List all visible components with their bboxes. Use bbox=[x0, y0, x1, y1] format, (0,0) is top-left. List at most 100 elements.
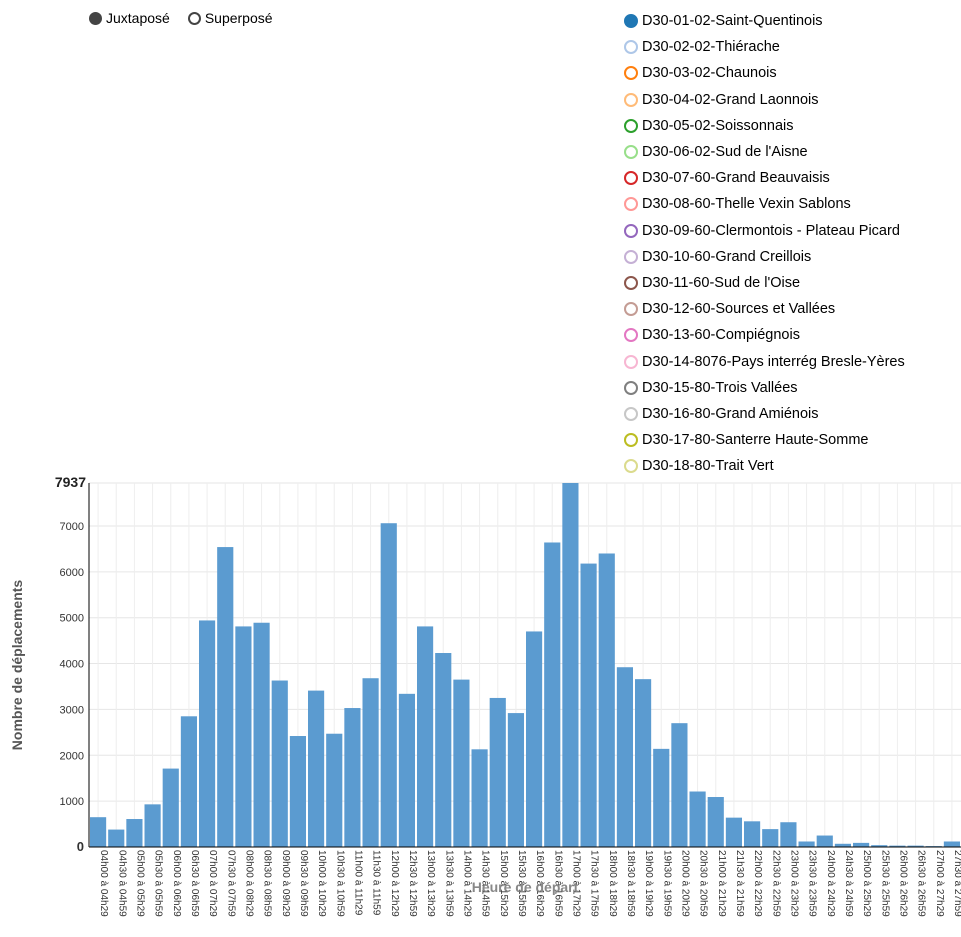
bar[interactable] bbox=[435, 653, 452, 847]
bar[interactable] bbox=[943, 841, 960, 847]
radio-filled-icon[interactable] bbox=[89, 11, 102, 25]
legend-circle-icon[interactable] bbox=[624, 354, 638, 369]
legend-item[interactable]: D30-11-60-Sud de l'Oise bbox=[624, 270, 905, 296]
legend-item[interactable]: D30-08-60-Thelle Vexin Sablons bbox=[624, 191, 905, 217]
legend-item[interactable]: D30-12-60-Sources et Vallées bbox=[624, 296, 905, 322]
bar[interactable] bbox=[126, 819, 143, 847]
bar[interactable] bbox=[598, 553, 615, 847]
legend-item[interactable]: D30-09-60-Clermontois - Plateau Picard bbox=[624, 218, 905, 244]
legend-circle-icon[interactable] bbox=[624, 302, 638, 317]
legend-item[interactable]: D30-13-60-Compiégnois bbox=[624, 322, 905, 348]
bar[interactable] bbox=[635, 679, 652, 847]
display-mode-option[interactable]: Juxtaposé bbox=[89, 10, 170, 26]
legend-item[interactable]: D30-03-02-Chaunois bbox=[624, 60, 905, 86]
x-tick-label: 17h00 à 17h29 bbox=[570, 850, 581, 917]
bar[interactable] bbox=[180, 716, 197, 847]
legend-item[interactable]: D30-15-80-Trois Vallées bbox=[624, 375, 905, 401]
legend-circle-icon[interactable] bbox=[624, 92, 638, 107]
legend-item[interactable]: D30-17-80-Santerre Haute-Somme bbox=[624, 427, 905, 453]
x-tick-label: 17h30 à 17h59 bbox=[589, 850, 600, 917]
legend-item[interactable]: D30-18-80-Trait Vert bbox=[624, 453, 905, 479]
legend-circle-icon[interactable] bbox=[624, 380, 638, 395]
legend-circle-icon[interactable] bbox=[624, 433, 638, 448]
x-tick-label: 18h30 à 18h59 bbox=[625, 850, 636, 917]
bar[interactable] bbox=[344, 708, 361, 847]
bar[interactable] bbox=[834, 843, 851, 847]
bar[interactable] bbox=[308, 690, 325, 847]
legend-circle-icon[interactable] bbox=[624, 406, 638, 421]
display-mode-option[interactable]: Superposé bbox=[187, 10, 273, 26]
bar[interactable] bbox=[671, 723, 688, 847]
legend-circle-icon[interactable] bbox=[624, 459, 638, 474]
legend-item[interactable]: D30-05-02-Soissonnais bbox=[624, 113, 905, 139]
bar[interactable] bbox=[489, 697, 506, 847]
bar[interactable] bbox=[744, 821, 761, 847]
bar[interactable] bbox=[199, 620, 216, 847]
legend-circle-icon[interactable] bbox=[624, 171, 638, 186]
legend-item[interactable]: D30-16-80-Grand Amiénois bbox=[624, 401, 905, 427]
legend-item[interactable]: D30-06-02-Sud de l'Aisne bbox=[624, 139, 905, 165]
bar[interactable] bbox=[871, 845, 888, 847]
x-tick-label: 12h00 à 12h29 bbox=[389, 850, 400, 917]
bar[interactable] bbox=[253, 622, 270, 847]
bar[interactable] bbox=[853, 842, 870, 847]
bar[interactable] bbox=[653, 748, 670, 847]
bar[interactable] bbox=[271, 680, 288, 847]
x-tick-label: 14h30 à 14h59 bbox=[480, 850, 491, 917]
bar[interactable] bbox=[235, 626, 252, 847]
bar[interactable] bbox=[725, 817, 742, 847]
legend-item[interactable]: D30-02-02-Thiérache bbox=[624, 34, 905, 60]
bar[interactable] bbox=[507, 713, 524, 847]
bar[interactable] bbox=[380, 523, 397, 847]
bar[interactable] bbox=[689, 791, 706, 847]
legend-item[interactable]: D30-01-02-Saint-Quentinois bbox=[624, 8, 905, 34]
bar[interactable] bbox=[417, 626, 434, 847]
y-max-label: 7937 bbox=[55, 474, 86, 490]
legend-item[interactable]: D30-14-8076-Pays interrég Bresle-Yères bbox=[624, 348, 905, 374]
bar[interactable] bbox=[798, 841, 815, 847]
bar[interactable] bbox=[108, 829, 125, 847]
legend-circle-icon[interactable] bbox=[624, 118, 638, 133]
bar[interactable] bbox=[762, 829, 779, 847]
legend-item[interactable]: D30-10-60-Grand Creillois bbox=[624, 244, 905, 270]
legend-circle-icon[interactable] bbox=[624, 223, 638, 238]
bar[interactable] bbox=[544, 542, 561, 847]
bar[interactable] bbox=[289, 736, 306, 847]
bar[interactable] bbox=[526, 631, 543, 847]
bar[interactable] bbox=[780, 822, 797, 847]
legend-item[interactable]: D30-04-02-Grand Laonnois bbox=[624, 87, 905, 113]
bar[interactable] bbox=[616, 667, 633, 847]
legend-circle-icon[interactable] bbox=[624, 145, 638, 160]
x-tick-label: 04h30 à 04h59 bbox=[116, 850, 127, 917]
bar[interactable] bbox=[907, 845, 924, 847]
x-tick-label: 08h30 à 08h59 bbox=[262, 850, 273, 917]
bar[interactable] bbox=[580, 563, 597, 847]
bar[interactable] bbox=[816, 835, 833, 847]
bar[interactable] bbox=[398, 693, 415, 847]
bar[interactable] bbox=[144, 804, 161, 847]
radio-empty-icon[interactable] bbox=[187, 11, 201, 25]
bar[interactable] bbox=[562, 483, 579, 847]
legend-circle-icon[interactable] bbox=[624, 249, 638, 264]
legend-label: D30-18-80-Trait Vert bbox=[642, 458, 774, 475]
legend-label: D30-13-60-Compiégnois bbox=[642, 327, 800, 344]
bar[interactable] bbox=[217, 547, 234, 847]
bar[interactable] bbox=[707, 797, 724, 847]
bar[interactable] bbox=[471, 749, 488, 847]
bar[interactable] bbox=[162, 768, 179, 847]
legend-circle-icon[interactable] bbox=[624, 40, 638, 55]
bar[interactable] bbox=[889, 845, 906, 847]
legend-circle-icon[interactable] bbox=[624, 66, 638, 81]
legend-circle-icon[interactable] bbox=[624, 328, 638, 343]
bar[interactable] bbox=[326, 733, 343, 847]
bar[interactable] bbox=[362, 678, 379, 847]
x-tick-label: 12h30 à 12h59 bbox=[407, 850, 418, 917]
bar[interactable] bbox=[90, 817, 107, 847]
legend-circle-icon[interactable] bbox=[624, 275, 638, 290]
legend-circle-icon[interactable] bbox=[624, 197, 638, 212]
legend-circle-icon[interactable] bbox=[624, 14, 638, 29]
legend-item[interactable]: D30-07-60-Grand Beauvaisis bbox=[624, 165, 905, 191]
x-tick-label: 25h00 à 25h29 bbox=[861, 850, 872, 917]
x-tick-label: 15h30 à 15h59 bbox=[516, 850, 527, 917]
bar[interactable] bbox=[453, 679, 470, 847]
